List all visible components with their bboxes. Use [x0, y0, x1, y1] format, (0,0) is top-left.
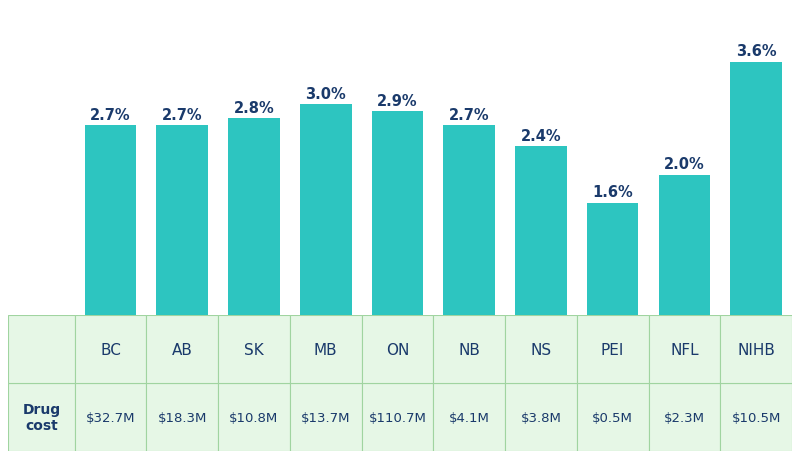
Text: $110.7M: $110.7M	[369, 411, 426, 423]
Bar	[146, 383, 218, 451]
Bar	[362, 383, 434, 451]
Bar	[658, 175, 710, 316]
Bar	[443, 126, 495, 316]
Bar	[649, 383, 720, 451]
Bar	[146, 316, 218, 383]
Text: NB: NB	[458, 342, 480, 357]
Bar	[434, 316, 505, 383]
Text: $32.7M: $32.7M	[86, 411, 135, 423]
Text: $3.8M: $3.8M	[521, 411, 562, 423]
Bar	[730, 63, 782, 316]
Text: $0.5M: $0.5M	[592, 411, 633, 423]
Text: ON: ON	[386, 342, 409, 357]
Bar	[74, 316, 146, 383]
Text: 2.7%: 2.7%	[449, 107, 490, 123]
Text: $10.8M: $10.8M	[230, 411, 278, 423]
Bar	[8, 383, 74, 451]
Bar	[85, 126, 136, 316]
Text: 2.4%: 2.4%	[521, 129, 562, 143]
Bar	[300, 105, 351, 316]
Text: 2.8%: 2.8%	[234, 101, 274, 115]
Bar	[505, 383, 577, 451]
Text: 2.0%: 2.0%	[664, 156, 705, 172]
Bar	[515, 147, 566, 316]
Text: 2.9%: 2.9%	[377, 93, 418, 108]
Bar	[218, 316, 290, 383]
Text: $18.3M: $18.3M	[158, 411, 207, 423]
Text: 2.7%: 2.7%	[90, 107, 131, 123]
Bar	[720, 316, 792, 383]
Text: 1.6%: 1.6%	[592, 185, 633, 200]
Text: AB: AB	[172, 342, 193, 357]
Bar	[8, 316, 74, 383]
Bar	[720, 383, 792, 451]
Bar	[228, 119, 280, 316]
Bar	[587, 203, 638, 316]
Bar	[434, 383, 505, 451]
Text: PEI: PEI	[601, 342, 624, 357]
Text: 3.6%: 3.6%	[736, 44, 777, 59]
Text: NS: NS	[530, 342, 551, 357]
Bar	[505, 316, 577, 383]
Text: MB: MB	[314, 342, 338, 357]
Bar	[218, 383, 290, 451]
Text: 2.7%: 2.7%	[162, 107, 202, 123]
Text: NIHB: NIHB	[737, 342, 775, 357]
Bar	[74, 383, 146, 451]
Text: $10.5M: $10.5M	[731, 411, 781, 423]
Text: SK: SK	[244, 342, 264, 357]
Text: Drug
cost: Drug cost	[22, 402, 60, 432]
Bar	[372, 112, 423, 316]
Text: $4.1M: $4.1M	[449, 411, 490, 423]
Bar	[649, 316, 720, 383]
Text: 3.0%: 3.0%	[306, 87, 346, 101]
Bar	[290, 383, 362, 451]
Bar	[577, 383, 649, 451]
Text: NFL: NFL	[670, 342, 698, 357]
Text: BC: BC	[100, 342, 121, 357]
Bar	[157, 126, 208, 316]
Text: $2.3M: $2.3M	[664, 411, 705, 423]
Text: $13.7M: $13.7M	[301, 411, 350, 423]
Bar	[290, 316, 362, 383]
Bar	[577, 316, 649, 383]
Bar	[362, 316, 434, 383]
